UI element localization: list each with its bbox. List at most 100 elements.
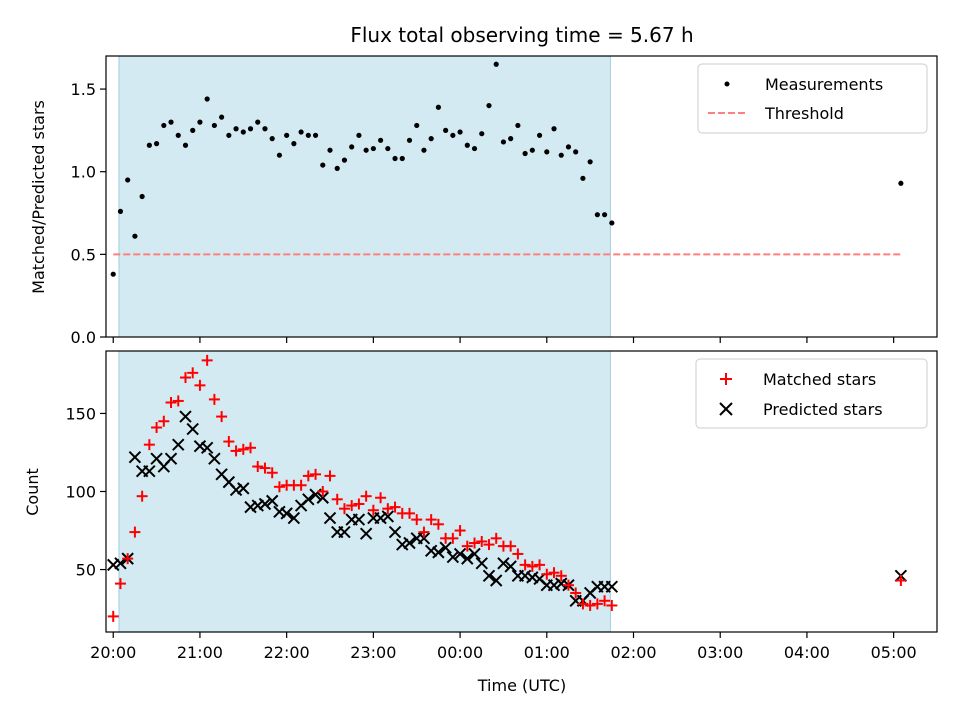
predicted-point <box>468 547 481 561</box>
measurement-point <box>602 212 608 218</box>
bottom-xticks: 20:00 21:00 22:00 23:00 00:00 01:00 02:00 03:00… <box>90 632 917 662</box>
measurement-point <box>269 136 275 142</box>
top-points-layer <box>110 61 904 277</box>
legend-matched-label: Matched stars <box>763 370 876 389</box>
top-xticks <box>112 337 895 343</box>
legend-measurements-marker <box>724 81 730 87</box>
top-axes-frame <box>105 55 938 338</box>
top-panel: 0.0 0.5 1.0 1.5 Matched/Predicted stars Mea… <box>29 55 938 347</box>
matched-point <box>129 526 141 538</box>
matched-point <box>418 526 430 538</box>
matched-point <box>237 443 249 455</box>
measurement-point <box>377 137 384 143</box>
bottom-ytick-label: 50 <box>76 561 96 580</box>
xtick-label: 22:00 <box>264 643 310 662</box>
measurement-point <box>190 127 196 133</box>
legend-threshold-label: Threshold <box>764 104 844 123</box>
measurement-point <box>587 159 593 165</box>
matched-point <box>266 467 278 479</box>
x-axis-label: Time (UTC) <box>477 676 566 695</box>
measurement-point <box>406 137 413 143</box>
matched-point <box>252 461 264 473</box>
matched-point <box>895 574 907 586</box>
measurement-point <box>414 122 420 129</box>
measurement-point <box>479 131 485 137</box>
matched-point <box>143 439 155 451</box>
measurement-point <box>486 102 492 109</box>
measurement-point <box>399 155 405 162</box>
predicted-point <box>280 507 293 520</box>
matched-point <box>382 503 394 515</box>
measurement-point <box>305 132 311 138</box>
measurement-point <box>385 145 391 152</box>
measurement-point <box>609 220 615 226</box>
measurement-point <box>327 147 333 153</box>
measurement-point <box>117 208 124 214</box>
xtick-label: 20:00 <box>90 643 136 662</box>
measurement-point <box>370 145 376 152</box>
measurement-point <box>255 119 261 125</box>
predicted-point <box>518 569 532 583</box>
predicted-point <box>200 441 214 454</box>
matched-point <box>295 479 307 491</box>
bottom-ytick-label: 150 <box>65 404 96 423</box>
matched-point <box>375 492 387 504</box>
xtick-label: 21:00 <box>177 643 223 662</box>
matched-point <box>208 393 220 405</box>
matched-point <box>179 372 191 384</box>
matched-point <box>548 567 560 579</box>
matched-point <box>432 518 444 530</box>
matched-point <box>584 599 596 611</box>
chart-title: Flux total observing time = 5.67 h <box>350 23 693 47</box>
measurement-point <box>529 147 535 153</box>
matched-point <box>158 415 170 427</box>
matched-point <box>172 395 184 407</box>
matched-point <box>353 498 365 510</box>
xtick-label: 05:00 <box>871 643 917 662</box>
matched-point <box>367 504 379 516</box>
measurement-point <box>110 271 116 277</box>
measurement-point <box>500 139 507 145</box>
matched-point <box>310 468 322 480</box>
predicted-point <box>338 525 351 539</box>
predicted-point <box>359 527 373 540</box>
matched-point <box>201 354 213 366</box>
predicted-point <box>186 422 199 436</box>
matched-point <box>165 397 177 409</box>
matched-point <box>389 501 401 513</box>
predicted-point <box>287 511 301 525</box>
matched-point <box>223 436 235 448</box>
matched-point <box>151 421 163 433</box>
measurement-point <box>898 180 904 186</box>
bottom-predicted-layer <box>107 410 908 607</box>
predicted-point <box>143 464 156 478</box>
measurement-point <box>240 129 246 135</box>
matched-point <box>360 490 372 502</box>
predicted-point <box>417 532 431 545</box>
predicted-point <box>497 557 510 570</box>
matched-point <box>187 367 199 379</box>
measurement-point <box>349 144 355 150</box>
measurement-point <box>435 104 441 110</box>
measurement-point <box>204 96 210 102</box>
measurement-point <box>392 155 398 162</box>
predicted-point <box>107 558 120 572</box>
matched-point <box>136 490 148 502</box>
predicted-point <box>114 557 127 570</box>
xtick-label: 00:00 <box>437 643 483 662</box>
measurement-point <box>312 132 319 138</box>
measurement-point <box>233 126 239 132</box>
matched-point <box>338 503 350 515</box>
matched-point <box>411 514 423 526</box>
measurement-point <box>197 119 203 125</box>
predicted-point <box>208 452 221 465</box>
matched-point <box>114 578 126 590</box>
predicted-point <box>237 482 250 495</box>
measurement-point <box>522 150 528 157</box>
predicted-point <box>229 483 243 497</box>
measurement-point <box>565 144 572 150</box>
predicted-point <box>453 547 467 561</box>
measurement-point <box>341 157 348 163</box>
predicted-point <box>193 440 207 453</box>
measurement-point <box>594 212 600 218</box>
